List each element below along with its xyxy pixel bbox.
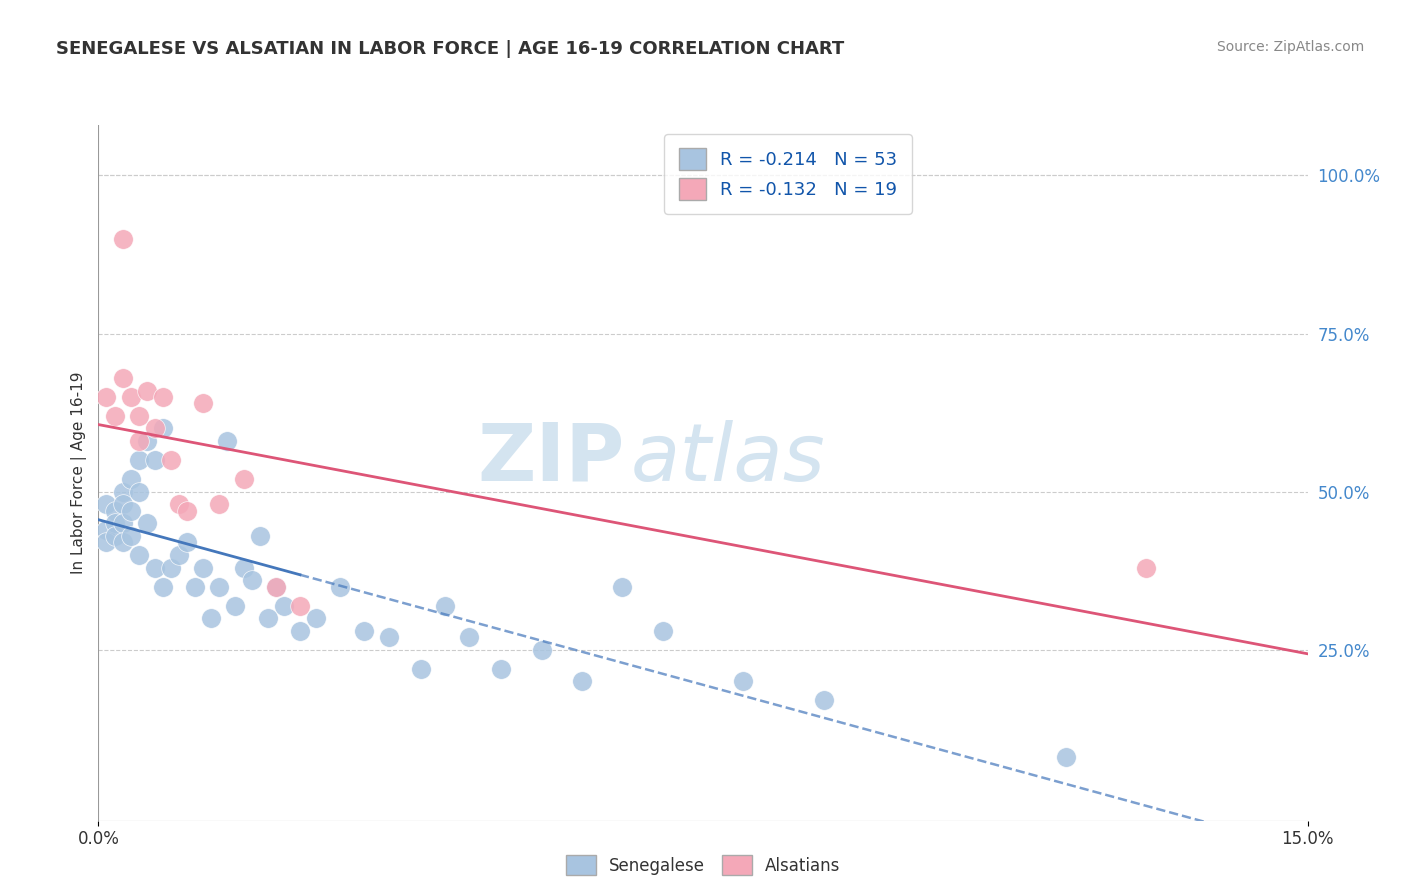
- Point: [135, 434, 157, 449]
- Y-axis label: In Labor Force | Age 16-19: In Labor Force | Age 16-19: [72, 371, 87, 574]
- Point: [111, 232, 134, 246]
- Text: ZIP: ZIP: [477, 420, 624, 498]
- Point: [143, 560, 166, 574]
- Point: [193, 560, 215, 574]
- Point: [409, 662, 432, 676]
- Point: [813, 693, 835, 707]
- Point: [273, 599, 295, 613]
- Point: [167, 497, 190, 511]
- Point: [143, 453, 166, 467]
- Point: [120, 529, 142, 543]
- Text: atlas: atlas: [630, 420, 825, 498]
- Point: [128, 484, 150, 499]
- Point: [111, 535, 134, 549]
- Point: [208, 497, 231, 511]
- Point: [232, 472, 254, 486]
- Point: [264, 580, 287, 594]
- Point: [111, 484, 134, 499]
- Point: [135, 516, 157, 531]
- Point: [491, 662, 513, 676]
- Point: [96, 535, 118, 549]
- Point: [96, 497, 118, 511]
- Point: [458, 630, 481, 644]
- Point: [217, 434, 239, 449]
- Point: [208, 580, 231, 594]
- Point: [103, 409, 125, 423]
- Point: [184, 580, 207, 594]
- Point: [111, 516, 134, 531]
- Point: [1054, 750, 1077, 764]
- Point: [128, 453, 150, 467]
- Point: [143, 421, 166, 435]
- Point: [128, 409, 150, 423]
- Point: [176, 504, 198, 518]
- Text: SENEGALESE VS ALSATIAN IN LABOR FORCE | AGE 16-19 CORRELATION CHART: SENEGALESE VS ALSATIAN IN LABOR FORCE | …: [56, 40, 845, 58]
- Point: [120, 472, 142, 486]
- Point: [249, 529, 271, 543]
- Point: [128, 548, 150, 562]
- Point: [152, 390, 174, 404]
- Point: [305, 611, 328, 625]
- Point: [530, 643, 553, 657]
- Point: [200, 611, 222, 625]
- Point: [224, 599, 246, 613]
- Point: [160, 560, 183, 574]
- Point: [651, 624, 673, 638]
- Point: [120, 390, 142, 404]
- Point: [232, 560, 254, 574]
- Point: [96, 390, 118, 404]
- Point: [152, 580, 174, 594]
- Point: [377, 630, 399, 644]
- Point: [103, 504, 125, 518]
- Point: [111, 497, 134, 511]
- Point: [111, 371, 134, 385]
- Point: [103, 516, 125, 531]
- Point: [288, 599, 311, 613]
- Point: [135, 384, 157, 398]
- Point: [288, 624, 311, 638]
- Legend: Senegalese, Alsatians: Senegalese, Alsatians: [560, 848, 846, 882]
- Point: [256, 611, 278, 625]
- Point: [571, 674, 593, 689]
- Point: [120, 504, 142, 518]
- Point: [353, 624, 375, 638]
- Point: [167, 548, 190, 562]
- Point: [176, 535, 198, 549]
- Point: [434, 599, 457, 613]
- Point: [160, 453, 183, 467]
- Point: [193, 396, 215, 410]
- Point: [103, 529, 125, 543]
- Point: [152, 421, 174, 435]
- Point: [733, 674, 755, 689]
- Point: [1135, 560, 1157, 574]
- Point: [612, 580, 634, 594]
- Text: Source: ZipAtlas.com: Source: ZipAtlas.com: [1216, 40, 1364, 54]
- Point: [96, 523, 118, 537]
- Point: [264, 580, 287, 594]
- Point: [128, 434, 150, 449]
- Point: [240, 574, 263, 588]
- Point: [329, 580, 352, 594]
